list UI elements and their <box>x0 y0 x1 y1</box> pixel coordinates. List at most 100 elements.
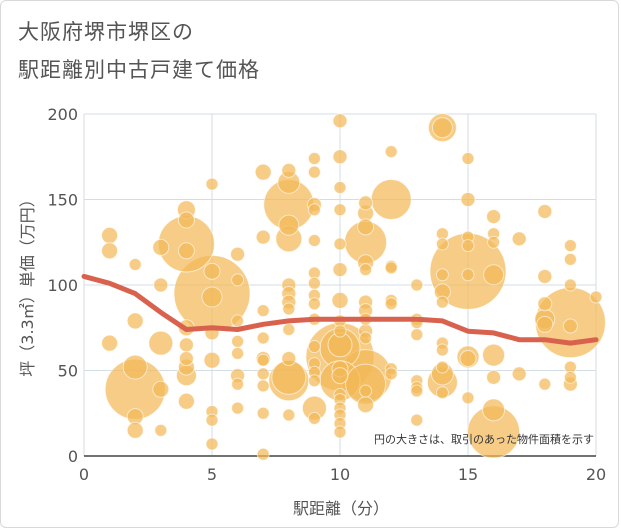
data-bubble <box>152 238 170 256</box>
y-tick-label: 200 <box>47 105 78 124</box>
data-bubble <box>333 203 347 217</box>
data-bubble <box>487 235 501 249</box>
data-bubble <box>178 337 194 353</box>
data-bubble <box>333 324 347 338</box>
data-bubble <box>511 231 527 247</box>
data-bubble <box>254 163 272 181</box>
data-bubble <box>177 211 195 229</box>
data-bubble <box>281 162 297 178</box>
data-bubble <box>332 149 348 165</box>
data-bubble <box>333 237 347 251</box>
data-bubble <box>307 165 321 179</box>
data-bubble <box>201 286 223 308</box>
data-bubble <box>231 377 245 391</box>
data-bubble <box>435 237 449 251</box>
data-bubble <box>256 447 270 461</box>
data-bubble <box>256 379 270 393</box>
data-bubble <box>357 218 375 236</box>
data-bubble <box>307 374 321 388</box>
data-bubble <box>101 334 119 352</box>
y-tick-label: 100 <box>47 276 78 295</box>
tick-labels: 0 50 100 150 200 0 5 10 15 20 <box>47 105 606 484</box>
data-bubble <box>282 408 296 422</box>
data-bubble <box>205 437 219 451</box>
data-bubble <box>230 246 246 262</box>
data-bubble <box>333 425 347 439</box>
data-bubble <box>255 229 271 245</box>
data-bubble <box>333 181 347 195</box>
data-bubble <box>278 214 300 236</box>
data-bubble <box>435 386 449 400</box>
x-axis-title: 駅距離（分） <box>293 499 389 518</box>
data-bubble <box>205 413 219 427</box>
x-tick-label: 20 <box>586 465 606 484</box>
data-bubble <box>410 328 424 342</box>
x-tick-label: 15 <box>458 465 478 484</box>
x-tick-label: 0 <box>79 465 89 484</box>
data-bubble <box>536 315 554 333</box>
data-bubble <box>205 177 219 191</box>
data-bubble <box>562 318 578 334</box>
data-bubble <box>331 291 349 309</box>
data-bubble <box>435 268 449 282</box>
data-bubble <box>563 252 577 266</box>
data-bubble <box>256 406 270 420</box>
data-bubble <box>538 377 552 391</box>
data-bubble <box>307 297 321 311</box>
data-bubble <box>177 242 195 260</box>
data-bubble <box>384 145 398 159</box>
data-bubble <box>101 242 119 260</box>
data-bubble <box>435 343 449 357</box>
data-bubble <box>511 366 527 382</box>
data-bubble <box>410 384 424 398</box>
data-bubble <box>435 295 449 309</box>
data-bubble <box>122 354 148 380</box>
data-bubble <box>589 290 603 304</box>
data-bubble <box>563 278 577 292</box>
data-bubble <box>460 192 476 207</box>
data-bubble <box>563 239 577 253</box>
data-bubble <box>128 257 142 271</box>
data-bubble <box>461 268 475 282</box>
data-bubble <box>307 234 321 248</box>
data-bubble <box>281 351 297 367</box>
data-bubble <box>358 195 374 211</box>
data-bubble <box>359 263 373 277</box>
data-bubble <box>459 350 477 368</box>
data-bubble <box>357 396 375 414</box>
data-bubble <box>154 423 168 437</box>
data-bubble <box>359 384 373 398</box>
data-bubble <box>282 322 296 336</box>
data-bubble <box>126 421 144 439</box>
data-bubble <box>148 330 174 356</box>
data-bubble <box>482 398 506 422</box>
data-bubble <box>384 297 398 311</box>
y-tick-label: 150 <box>47 191 78 210</box>
data-bubble <box>331 367 349 385</box>
data-bubble <box>231 401 245 415</box>
y-tick-label: 50 <box>58 362 78 381</box>
data-bubble <box>177 392 195 410</box>
data-bubble <box>256 331 270 345</box>
chart-title-line-2: 駅距離別中古戸建て価格 <box>18 58 260 82</box>
data-bubble <box>537 296 553 312</box>
x-tick-label: 10 <box>330 465 350 484</box>
data-bubble <box>178 351 194 367</box>
data-bubble <box>231 346 245 360</box>
data-bubble <box>435 360 449 374</box>
data-bubble <box>307 411 321 425</box>
data-bubble <box>370 179 412 220</box>
data-bubble <box>231 273 245 287</box>
data-bubble <box>203 262 221 280</box>
data-bubble <box>307 340 321 354</box>
data-bubble <box>563 370 577 384</box>
data-bubble <box>101 226 119 244</box>
data-bubble <box>231 334 245 348</box>
data-bubble <box>537 203 553 219</box>
data-bubble <box>153 277 169 293</box>
data-bubble <box>461 239 475 253</box>
bubble-size-note: 円の大きさは、取引のあった物件面積を示す <box>374 432 594 446</box>
chart-title-line-1: 大阪府堺市堺区の <box>18 20 194 44</box>
data-bubble <box>126 312 144 330</box>
x-tick-label: 5 <box>207 465 217 484</box>
